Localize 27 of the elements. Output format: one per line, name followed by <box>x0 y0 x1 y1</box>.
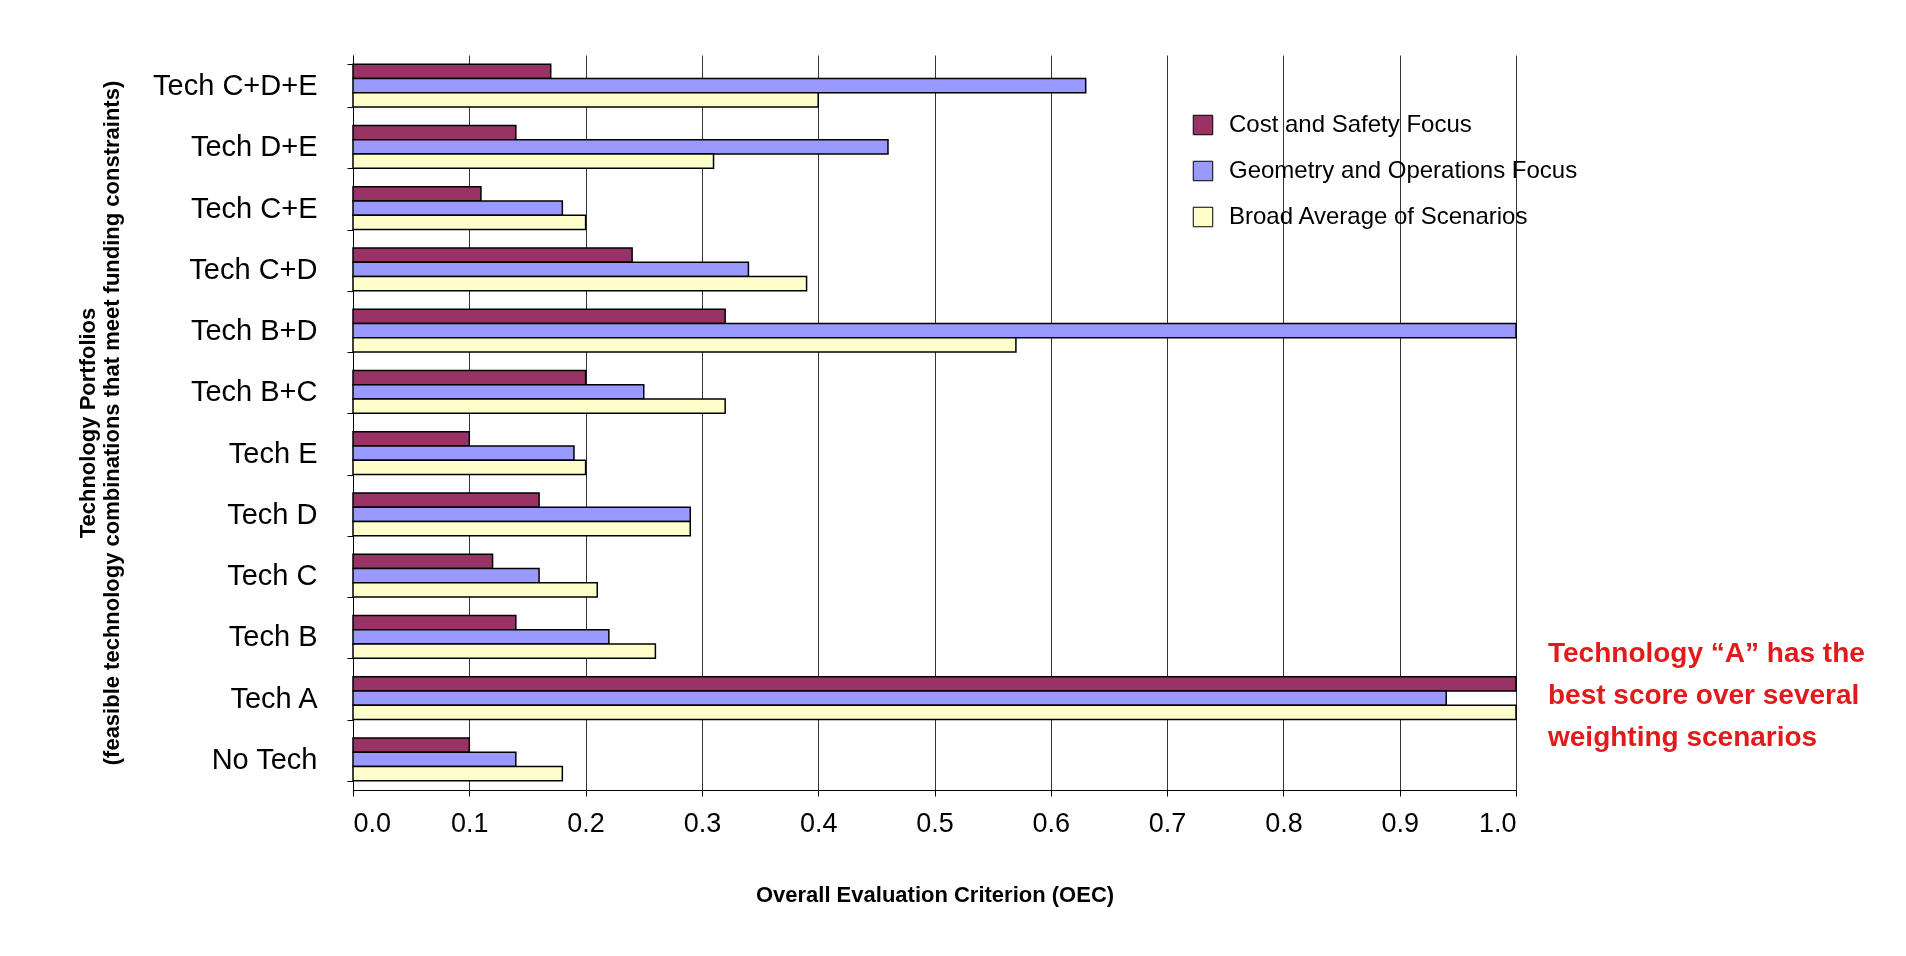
x-tick-label: 0.3 <box>683 807 722 838</box>
y-tick-label: Tech C+D+E <box>153 69 318 102</box>
x-tick-label: 1.0 <box>1478 807 1517 838</box>
y-tick-label: No Tech <box>211 742 318 775</box>
x-tick-label: 0.5 <box>916 807 954 838</box>
y-tick-label: Tech C+D <box>189 252 318 285</box>
x-tick-label: 0.8 <box>1265 807 1303 838</box>
y-axis-title: Technology Portfolios (feasible technology combinations that meet funding constraints) <box>74 80 124 766</box>
y-tick-label: Tech B+C <box>190 375 318 408</box>
x-axis-title: Overall Evaluation Criterion (OEC) <box>755 881 1115 907</box>
x-tick-label: 0.0 <box>353 807 392 838</box>
x-tick-label: 0.1 <box>451 807 489 838</box>
text: Technology “A” has the best score over several weighting scenarios <box>1548 636 1866 754</box>
y-tick-label: Tech D <box>227 497 318 530</box>
x-tick-label: 0.9 <box>1381 807 1419 838</box>
y-tick-label: Tech D+E <box>190 130 318 163</box>
y-tick-label: Tech E <box>228 436 318 469</box>
y-tick-label: Tech C <box>227 559 318 592</box>
y-tick-label: Tech B+D <box>190 314 318 347</box>
x-tick-label: 0.6 <box>1032 807 1071 838</box>
legend-label: Cost and Safety Focus <box>1229 110 1472 137</box>
x-tick-label: 0.7 <box>1148 807 1187 838</box>
x-tick-label: 0.2 <box>567 807 605 838</box>
y-tick-label: Tech A <box>230 681 319 714</box>
y-tick-label: Tech C+E <box>190 191 318 224</box>
y-tick-label: Tech B <box>228 620 318 653</box>
x-tick-label: 0.4 <box>799 807 838 838</box>
